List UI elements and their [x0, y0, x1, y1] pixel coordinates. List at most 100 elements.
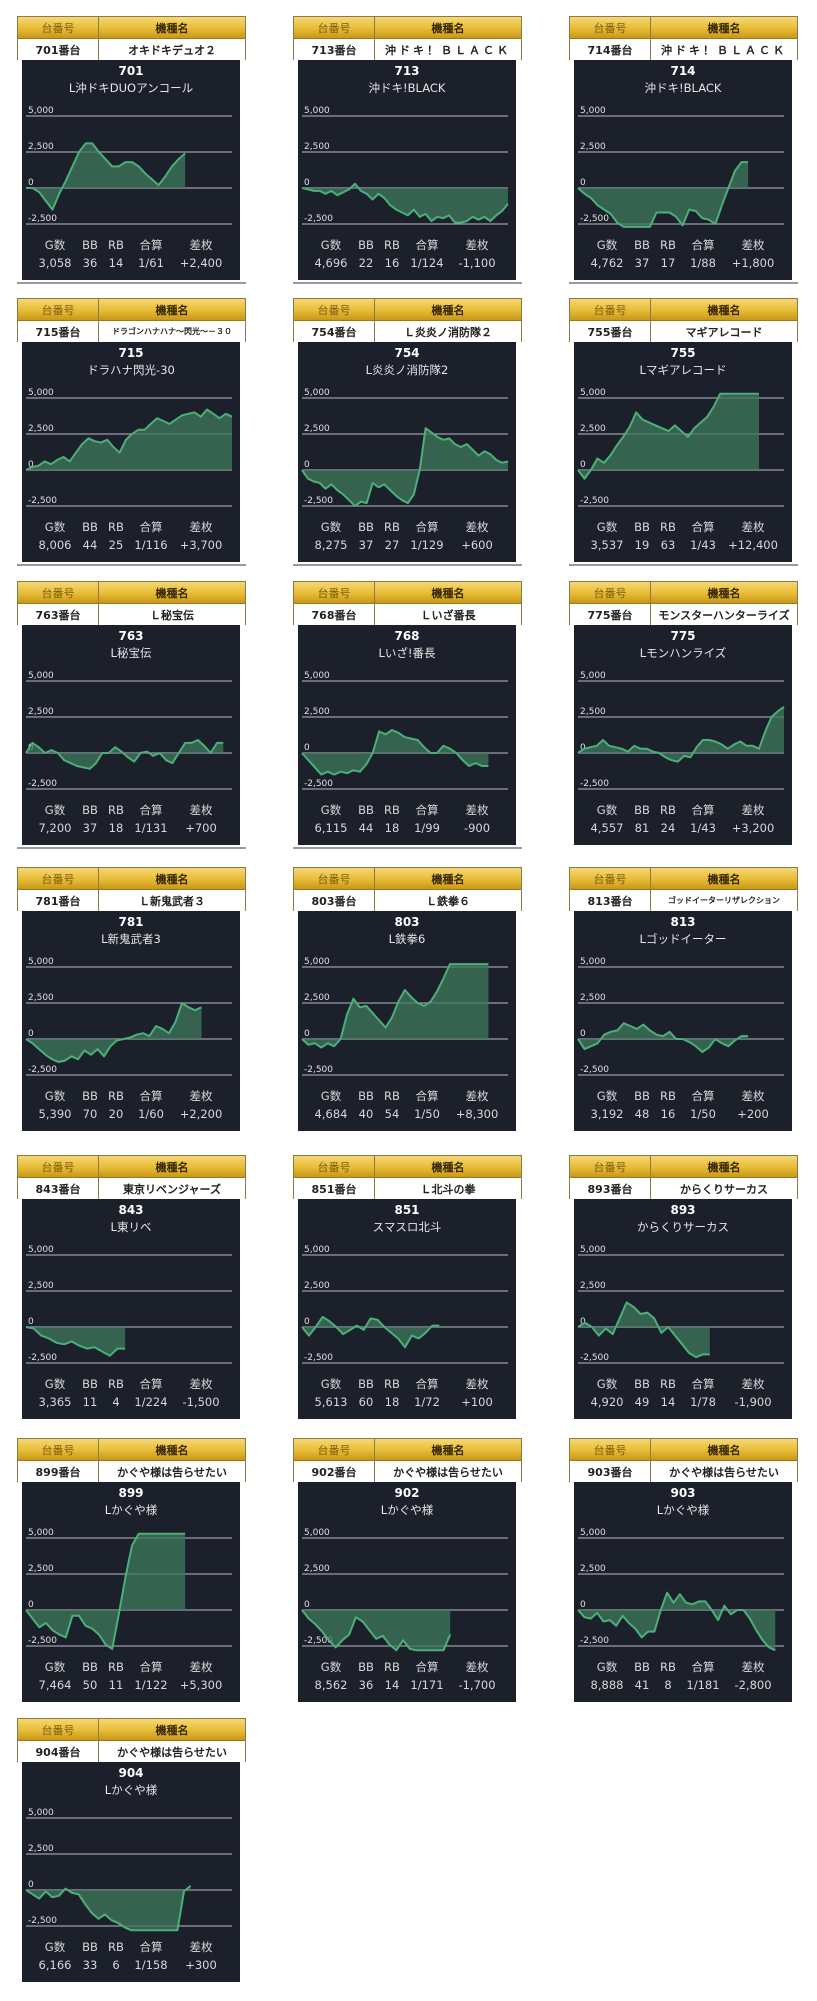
- machine-card[interactable]: 台番号 機種名 903番台 かぐや様は告らせたい 5,000 2,500 0 -2,500 90…: [569, 1438, 798, 1708]
- value-row: 781番台 Ｌ新鬼武者３: [18, 890, 245, 911]
- machine-title: L東リベ: [110, 1220, 152, 1234]
- model-header: 機種名: [155, 872, 189, 886]
- model-header: 機種名: [707, 586, 741, 600]
- stats-table: G数 BB RB 合算 差枚 4,762 37 17 1/88 +1,800: [574, 236, 792, 272]
- stat-games: 5,613: [314, 1395, 348, 1409]
- y-tick-label: 5,000: [580, 106, 606, 116]
- machine-card[interactable]: 台番号 機種名 902番台 かぐや様は告らせたい 5,000 2,500 0 -2,500 90…: [293, 1438, 522, 1708]
- stat-bb: 37: [634, 256, 650, 270]
- stat-label-bb: BB: [358, 803, 374, 817]
- y-tick-label: 5,000: [580, 388, 606, 398]
- value-row: 893番台 からくりサーカス: [570, 1178, 797, 1199]
- y-tick-label: -2,500: [28, 1353, 57, 1363]
- model-header: 機種名: [155, 1160, 189, 1174]
- y-tick-label: -2,500: [28, 779, 57, 789]
- machine-card[interactable]: 台番号 機種名 781番台 Ｌ新鬼武者３ 5,000 2,500 0 -2,500 781 L新鬼…: [17, 867, 246, 1137]
- graph-panel: 5,000 2,500 0 -2,500 775 Lモンハンライズ G数 BB RB 合算 差枚 4,…: [574, 625, 792, 845]
- y-tick-label: 5,000: [28, 957, 54, 967]
- stat-total: 1/158: [134, 1958, 168, 1972]
- machine-card[interactable]: 台番号 機種名 851番台 Ｌ北斗の拳 5,000 2,500 0 -2,500 851 スマスロ…: [293, 1155, 522, 1425]
- machine-card[interactable]: 台番号 機種名 754番台 Ｌ炎炎ノ消防隊２ 5,000 2,500 0 -2,500 754 L…: [293, 298, 522, 568]
- machine-no-value: 714番台: [570, 39, 651, 60]
- machine-card[interactable]: 台番号 機種名 701番台 オキドキデュオ２ 5,000 2,500 0 -2,500 701 L…: [17, 16, 246, 286]
- y-tick-label: 2,500: [580, 707, 606, 717]
- y-tick-label: 2,500: [28, 142, 54, 152]
- stat-label-bb: BB: [82, 520, 98, 534]
- machine-header-table: 台番号 機種名 713番台 沖ドキ！ＢＬＡＣＫ: [293, 16, 522, 60]
- y-tick-label: 5,000: [28, 1245, 54, 1255]
- stat-label-total: 合算: [139, 238, 163, 252]
- stat-label-bb: BB: [358, 1089, 374, 1103]
- machine-card[interactable]: 台番号 機種名 803番台 Ｌ鉄拳６ 5,000 2,500 0 -2,500 803 L鉄拳6 G…: [293, 867, 522, 1137]
- stat-label-diff: 差枚: [741, 803, 765, 817]
- stats-header-row: G数 BB RB 合算 差枚: [574, 1658, 792, 1676]
- machine-no-header: 台番号: [294, 1156, 375, 1177]
- machine-no-header: 台番号: [294, 868, 375, 889]
- header-row: 台番号 機種名: [294, 17, 521, 39]
- stat-label-diff: 差枚: [465, 1089, 489, 1103]
- stat-label-games: G数: [596, 803, 618, 817]
- stat-games: 3,058: [38, 256, 72, 270]
- machine-card[interactable]: 台番号 機種名 893番台 からくりサーカス 5,000 2,500 0 -2,500 893 か…: [569, 1155, 798, 1425]
- header-row: 台番号 機種名: [18, 1156, 245, 1178]
- slump-graph: 5,000 2,500 0 -2,500: [25, 1808, 232, 1932]
- card-divider: [569, 282, 798, 284]
- series-line: [301, 963, 489, 1049]
- machine-no-value: 754番台: [294, 321, 375, 342]
- value-row: 902番台 かぐや様は告らせたい: [294, 1461, 521, 1482]
- machine-card[interactable]: 台番号 機種名 768番台 Ｌいざ番長 5,000 2,500 0 -2,500 768 Lいざ!…: [293, 581, 522, 851]
- stat-label-diff: 差枚: [741, 1377, 765, 1391]
- machine-card[interactable]: 台番号 機種名 775番台 モンスターハンターライズ 5,000 2,500 0 -2,500…: [569, 581, 798, 851]
- y-tick-label: 2,500: [304, 1564, 330, 1574]
- y-tick-label: 2,500: [580, 142, 606, 152]
- stats-table: G数 BB RB 合算 差枚 3,192 48 16 1/50 +200: [574, 1087, 792, 1123]
- machine-header-table: 台番号 機種名 893番台 からくりサーカス: [569, 1155, 798, 1199]
- machine-number: 893: [670, 1203, 696, 1217]
- stat-games: 8,275: [314, 538, 348, 552]
- slump-graph: 5,000 2,500 0 -2,500: [25, 957, 232, 1076]
- stat-total: 1/43: [690, 821, 716, 835]
- stats-header-row: G数 BB RB 合算 差枚: [574, 518, 792, 536]
- y-tick-label: 0: [28, 178, 34, 188]
- header-row: 台番号 機種名: [570, 1156, 797, 1178]
- stat-total: 1/131: [134, 821, 168, 835]
- machine-card[interactable]: 台番号 機種名 715番台 ドラゴンハナハナ〜閃光〜－３０ 5,000 2,500 0 -2,…: [17, 298, 246, 568]
- stat-bb: 44: [358, 821, 374, 835]
- header-row: 台番号 機種名: [570, 299, 797, 321]
- model-header: 機種名: [707, 1443, 741, 1457]
- model-name-value: Ｌ秘宝伝: [150, 608, 194, 622]
- y-tick-label: 2,500: [28, 707, 54, 717]
- machine-card[interactable]: 台番号 機種名 899番台 かぐや様は告らせたい 5,000 2,500 0 -2,500 89…: [17, 1438, 246, 1708]
- stat-games: 4,557: [590, 821, 624, 835]
- machine-card[interactable]: 台番号 機種名 713番台 沖ドキ！ＢＬＡＣＫ 5,000 2,500 0 -2,500 713…: [293, 16, 522, 286]
- stat-label-diff: 差枚: [189, 1940, 213, 1954]
- graph-panel: 5,000 2,500 0 -2,500 903 Lかぐや様 G数 BB RB 合算 差枚 8,888…: [574, 1482, 792, 1702]
- stat-diff: -2,800: [734, 1678, 772, 1692]
- stat-bb: 70: [82, 1107, 98, 1121]
- machine-number: 904: [118, 1766, 144, 1780]
- machine-card[interactable]: 台番号 機種名 904番台 かぐや様は告らせたい 5,000 2,500 0 -2,500 90…: [17, 1718, 246, 1988]
- machine-card[interactable]: 台番号 機種名 755番台 マギアレコード 5,000 2,500 0 -2,500 755 Lマ…: [569, 298, 798, 568]
- y-tick-label: 5,000: [28, 388, 54, 398]
- machine-card[interactable]: 台番号 機種名 813番台 ゴッドイーターリザレクション 5,000 2,500 0 -2,5…: [569, 867, 798, 1137]
- model-name-value: 東京リベンジャーズ: [123, 1182, 221, 1196]
- stat-total: 1/88: [690, 256, 716, 270]
- stat-label-games: G数: [320, 520, 342, 534]
- stat-total: 1/124: [410, 256, 444, 270]
- stat-rb: 27: [384, 538, 400, 552]
- stat-bb: 37: [82, 821, 98, 835]
- stat-bb: 41: [634, 1678, 650, 1692]
- y-tick-label: 2,500: [580, 424, 606, 434]
- stats-table: G数 BB RB 合算 差枚 6,115 44 18 1/99 -900: [298, 801, 516, 837]
- machine-card[interactable]: 台番号 機種名 714番台 沖ドキ！ＢＬＡＣＫ 5,000 2,500 0 -2,500 714…: [569, 16, 798, 286]
- stat-bb: 22: [358, 256, 374, 270]
- machine-card[interactable]: 台番号機種名763番台Ｌ秘宝伝5,0002,5000-2,500763L秘宝伝G…: [17, 581, 246, 851]
- y-tick-label: -2,500: [580, 1065, 609, 1075]
- stats-table: G数 BB RB 合算 差枚 8,275 37 27 1/129 +600: [298, 518, 516, 554]
- machine-card[interactable]: 台番号 機種名 843番台 東京リベンジャーズ 5,000 2,500 0 -2,500 843…: [17, 1155, 246, 1425]
- stat-label-bb: BB: [634, 1377, 650, 1391]
- model-name-value: Ｌ鉄拳６: [426, 894, 470, 908]
- machine-title: L秘宝伝: [110, 646, 152, 660]
- stat-rb: 54: [384, 1107, 400, 1121]
- y-tick-label: -2,500: [28, 1636, 57, 1646]
